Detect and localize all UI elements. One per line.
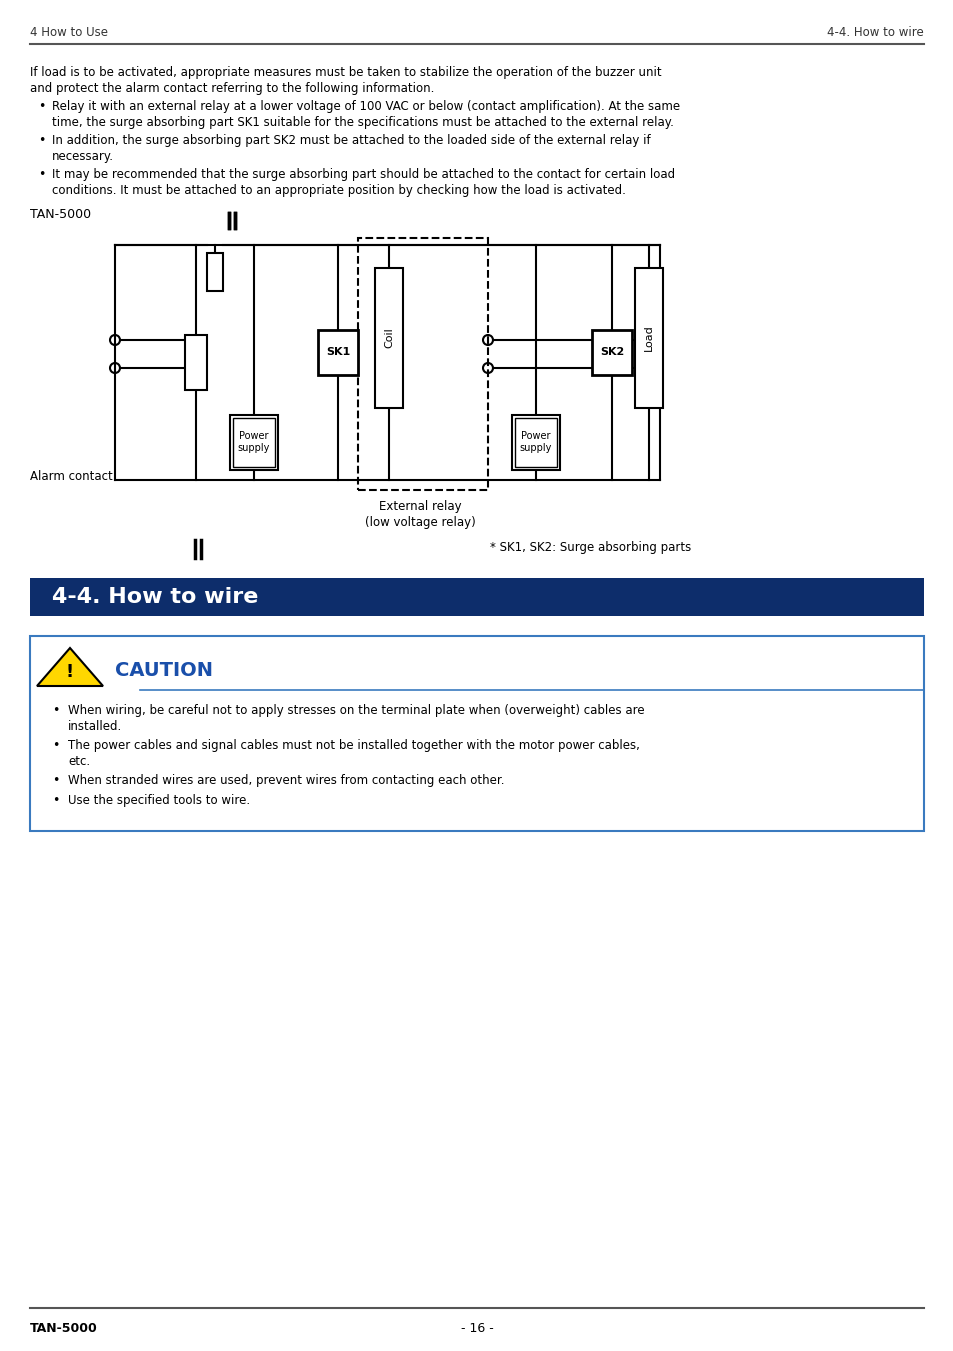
Bar xyxy=(375,267,402,408)
Text: (low voltage relay): (low voltage relay) xyxy=(364,516,475,530)
Text: Power
supply: Power supply xyxy=(237,431,270,453)
Text: Coil: Coil xyxy=(384,328,394,349)
Text: TAN-5000: TAN-5000 xyxy=(30,1321,97,1335)
Text: External relay: External relay xyxy=(378,500,461,513)
Text: etc.: etc. xyxy=(68,755,90,767)
Text: Load: Load xyxy=(643,324,654,351)
Text: SK2: SK2 xyxy=(599,347,623,357)
Text: necessary.: necessary. xyxy=(52,150,113,163)
Text: TAN-5000: TAN-5000 xyxy=(30,208,91,222)
Bar xyxy=(592,330,631,376)
Text: •: • xyxy=(52,774,59,788)
Text: •: • xyxy=(52,794,59,807)
Text: •: • xyxy=(38,100,46,113)
Bar xyxy=(512,415,559,470)
Bar xyxy=(185,335,207,390)
Text: •: • xyxy=(52,739,59,753)
Text: In addition, the surge absorbing part SK2 must be attached to the loaded side of: In addition, the surge absorbing part SK… xyxy=(52,134,650,147)
Text: When stranded wires are used, prevent wires from contacting each other.: When stranded wires are used, prevent wi… xyxy=(68,774,504,788)
Text: 4-4. How to wire: 4-4. How to wire xyxy=(826,27,923,39)
Text: - 16 -: - 16 - xyxy=(460,1321,493,1335)
Text: 4 How to Use: 4 How to Use xyxy=(30,27,108,39)
Polygon shape xyxy=(37,648,103,686)
Text: SK1: SK1 xyxy=(326,347,350,357)
Text: CAUTION: CAUTION xyxy=(115,662,213,681)
Bar xyxy=(30,636,923,831)
Text: installed.: installed. xyxy=(68,720,122,734)
Text: * SK1, SK2: Surge absorbing parts: * SK1, SK2: Surge absorbing parts xyxy=(490,542,691,554)
Text: The power cables and signal cables must not be installed together with the motor: The power cables and signal cables must … xyxy=(68,739,639,753)
Bar xyxy=(515,417,557,467)
Text: If load is to be activated, appropriate measures must be taken to stabilize the : If load is to be activated, appropriate … xyxy=(30,66,661,78)
Text: !: ! xyxy=(66,662,74,681)
Text: •: • xyxy=(38,168,46,181)
Text: Alarm contact: Alarm contact xyxy=(30,470,112,484)
Text: Use the specified tools to wire.: Use the specified tools to wire. xyxy=(68,794,250,807)
Text: conditions. It must be attached to an appropriate position by checking how the l: conditions. It must be attached to an ap… xyxy=(52,184,625,197)
Text: time, the surge absorbing part SK1 suitable for the specifications must be attac: time, the surge absorbing part SK1 suita… xyxy=(52,116,673,128)
Text: Power
supply: Power supply xyxy=(519,431,552,453)
Text: Relay it with an external relay at a lower voltage of 100 VAC or below (contact : Relay it with an external relay at a low… xyxy=(52,100,679,113)
Bar xyxy=(230,415,277,470)
Bar xyxy=(233,417,274,467)
Bar xyxy=(207,253,223,290)
Text: and protect the alarm contact referring to the following information.: and protect the alarm contact referring … xyxy=(30,82,434,95)
Text: •: • xyxy=(38,134,46,147)
Bar xyxy=(635,267,662,408)
Text: When wiring, be careful not to apply stresses on the terminal plate when (overwe: When wiring, be careful not to apply str… xyxy=(68,704,644,717)
Text: It may be recommended that the surge absorbing part should be attached to the co: It may be recommended that the surge abs… xyxy=(52,168,675,181)
Bar xyxy=(30,578,923,616)
Text: 4-4. How to wire: 4-4. How to wire xyxy=(52,586,258,607)
Bar xyxy=(317,330,357,376)
Bar xyxy=(357,238,488,490)
Text: •: • xyxy=(52,704,59,717)
